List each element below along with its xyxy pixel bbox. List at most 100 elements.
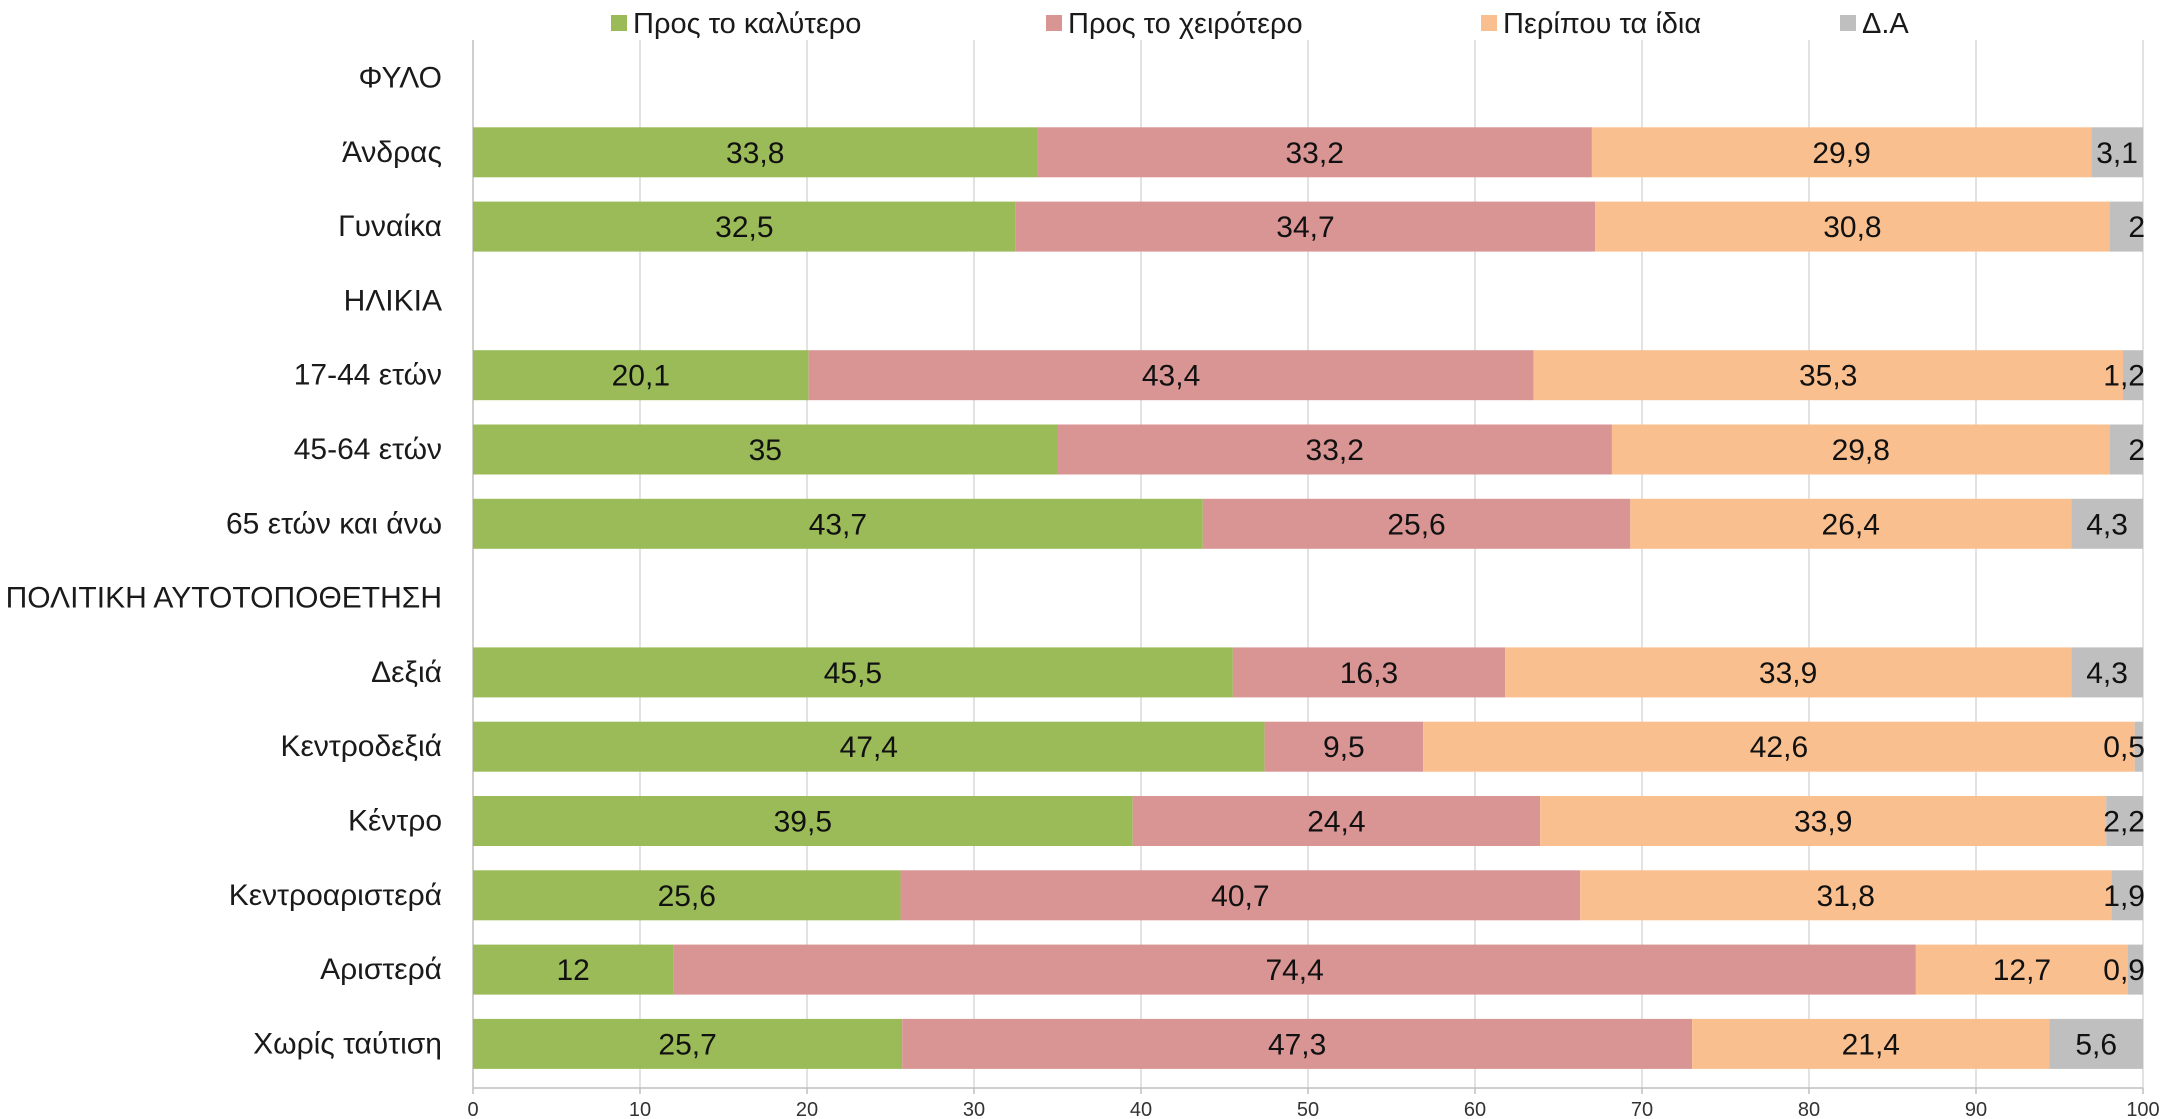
category-label: Κέντρο bbox=[348, 805, 442, 838]
data-label: 31,8 bbox=[1817, 880, 1875, 913]
bar-segment bbox=[473, 127, 1038, 178]
bar-segment bbox=[1915, 944, 2128, 995]
data-label: 12,7 bbox=[1993, 954, 2051, 987]
data-label: 21,4 bbox=[1842, 1028, 1900, 1061]
bar-segment bbox=[1611, 424, 2110, 475]
bar-segment bbox=[2071, 498, 2143, 549]
x-tick-label: 100 bbox=[2126, 1099, 2159, 1119]
bar-segment bbox=[1232, 647, 1506, 698]
bar-segment bbox=[473, 201, 1016, 252]
bar-segment bbox=[1533, 350, 2123, 401]
bar-segment bbox=[473, 424, 1058, 475]
data-label: 12 bbox=[557, 954, 590, 987]
data-label: 0,9 bbox=[2103, 954, 2145, 987]
category-label: ΠΟΛΙΤΙΚΗ ΑΥΤΟΤΟΠΟΘΕΤΗΣΗ bbox=[6, 582, 442, 615]
x-tick-label: 60 bbox=[1464, 1099, 1486, 1119]
category-label: Δεξιά bbox=[371, 656, 442, 689]
data-label: 33,8 bbox=[726, 137, 784, 170]
data-label: 29,9 bbox=[1812, 137, 1870, 170]
data-label: 0,5 bbox=[2103, 731, 2145, 764]
bar-segment bbox=[1630, 498, 2072, 549]
data-label: 2 bbox=[2128, 211, 2145, 244]
legend: Προς το καλύτερο Προς το χειρότερο Περίπου… bbox=[611, 8, 1909, 40]
category-label: 45-64 ετών bbox=[294, 433, 442, 466]
bar-segment bbox=[2111, 870, 2143, 921]
bar-segment bbox=[473, 647, 1233, 698]
category-label: Αριστερά bbox=[320, 953, 442, 986]
data-label: 29,8 bbox=[1832, 434, 1890, 467]
data-label: 4,3 bbox=[2086, 657, 2128, 690]
data-label: 4,3 bbox=[2086, 508, 2128, 541]
data-label: 1,9 bbox=[2103, 880, 2145, 913]
x-tick-label: 20 bbox=[796, 1099, 818, 1119]
legend-label: Περίπου τα ίδια bbox=[1503, 8, 1701, 40]
x-tick-label: 70 bbox=[1631, 1099, 1653, 1119]
legend-label: Προς το καλύτερο bbox=[633, 8, 861, 40]
bar-segment bbox=[1580, 870, 2112, 921]
bar-segment bbox=[1264, 721, 1424, 772]
legend-swatch bbox=[611, 15, 627, 31]
bar-segment bbox=[2106, 796, 2143, 846]
bar-segment bbox=[900, 870, 1581, 921]
x-tick-label: 90 bbox=[1965, 1099, 1987, 1119]
bar-segment bbox=[1037, 127, 1592, 178]
category-label: ΦΥΛΟ bbox=[359, 62, 443, 95]
bar-segment bbox=[473, 1018, 903, 1069]
bar-segment bbox=[2109, 424, 2143, 475]
x-tick-label: 30 bbox=[963, 1099, 985, 1119]
bar-segment bbox=[808, 350, 1534, 401]
data-label: 3,1 bbox=[2096, 137, 2138, 170]
data-label: 43,4 bbox=[1142, 360, 1200, 393]
x-tick-label: 40 bbox=[1130, 1099, 1152, 1119]
data-label: 35,3 bbox=[1799, 360, 1857, 393]
x-tick-label: 10 bbox=[629, 1099, 651, 1119]
x-tick-label: 0 bbox=[467, 1099, 478, 1119]
bar-segment bbox=[1692, 1018, 2050, 1069]
data-label: 16,3 bbox=[1340, 657, 1398, 690]
bar-segment bbox=[1015, 201, 1596, 252]
x-tick-label: 50 bbox=[1297, 1099, 1319, 1119]
bar-segment bbox=[2127, 944, 2143, 995]
bar-segment bbox=[473, 870, 901, 921]
data-label: 30,8 bbox=[1823, 211, 1881, 244]
bars: 33,8 33,2 29,9 3,1 32,5 34,7 30,8 2 20,1 43,4 35,3… bbox=[473, 127, 2145, 1069]
data-label: 34,7 bbox=[1276, 211, 1334, 244]
bar-segment bbox=[1132, 796, 1541, 846]
x-axis-ticks: 0 10 20 30 40 50 60 70 80 90 100 bbox=[467, 1087, 2160, 1119]
legend-swatch bbox=[1840, 15, 1856, 31]
bar-segment bbox=[1057, 424, 1612, 475]
bar-segment bbox=[1202, 498, 1631, 549]
data-label: 9,5 bbox=[1323, 731, 1365, 764]
bar-segment bbox=[2134, 721, 2143, 772]
data-label: 45,5 bbox=[824, 657, 882, 690]
category-label: Κεντροαριστερά bbox=[229, 879, 442, 912]
category-label: Γυναίκα bbox=[338, 210, 442, 243]
bar-segment bbox=[1540, 796, 2107, 846]
data-label: 1,2 bbox=[2103, 360, 2145, 393]
bar-segment bbox=[473, 498, 1203, 549]
bar-segment bbox=[673, 944, 1916, 995]
category-label: Άνδρας bbox=[342, 136, 442, 169]
data-label: 32,5 bbox=[715, 211, 773, 244]
bar-segment bbox=[2091, 127, 2143, 178]
bar-segment bbox=[1591, 127, 2092, 178]
data-label: 33,2 bbox=[1306, 434, 1364, 467]
data-label: 42,6 bbox=[1750, 731, 1808, 764]
category-label: Κεντροδεξιά bbox=[281, 730, 443, 763]
legend-label: Δ.Α bbox=[1862, 8, 1909, 40]
data-label: 25,6 bbox=[1387, 508, 1445, 541]
category-labels: ΦΥΛΟ Άνδρας Γυναίκα ΗΛΙΚΙΑ 17-44 ετών 45-64 ε… bbox=[6, 62, 442, 1061]
data-label: 24,4 bbox=[1307, 806, 1365, 839]
data-label: 25,7 bbox=[658, 1028, 716, 1061]
data-label: 47,4 bbox=[840, 731, 898, 764]
bar-segment bbox=[2049, 1018, 2143, 1069]
data-label: 33,9 bbox=[1794, 806, 1852, 839]
data-label: 43,7 bbox=[809, 508, 867, 541]
bar-segment bbox=[473, 350, 809, 401]
legend-swatch bbox=[1046, 15, 1062, 31]
x-tick-label: 80 bbox=[1798, 1099, 1820, 1119]
data-label: 35 bbox=[749, 434, 782, 467]
gridlines bbox=[472, 40, 2144, 1088]
category-label: 65 ετών και άνω bbox=[226, 507, 442, 540]
